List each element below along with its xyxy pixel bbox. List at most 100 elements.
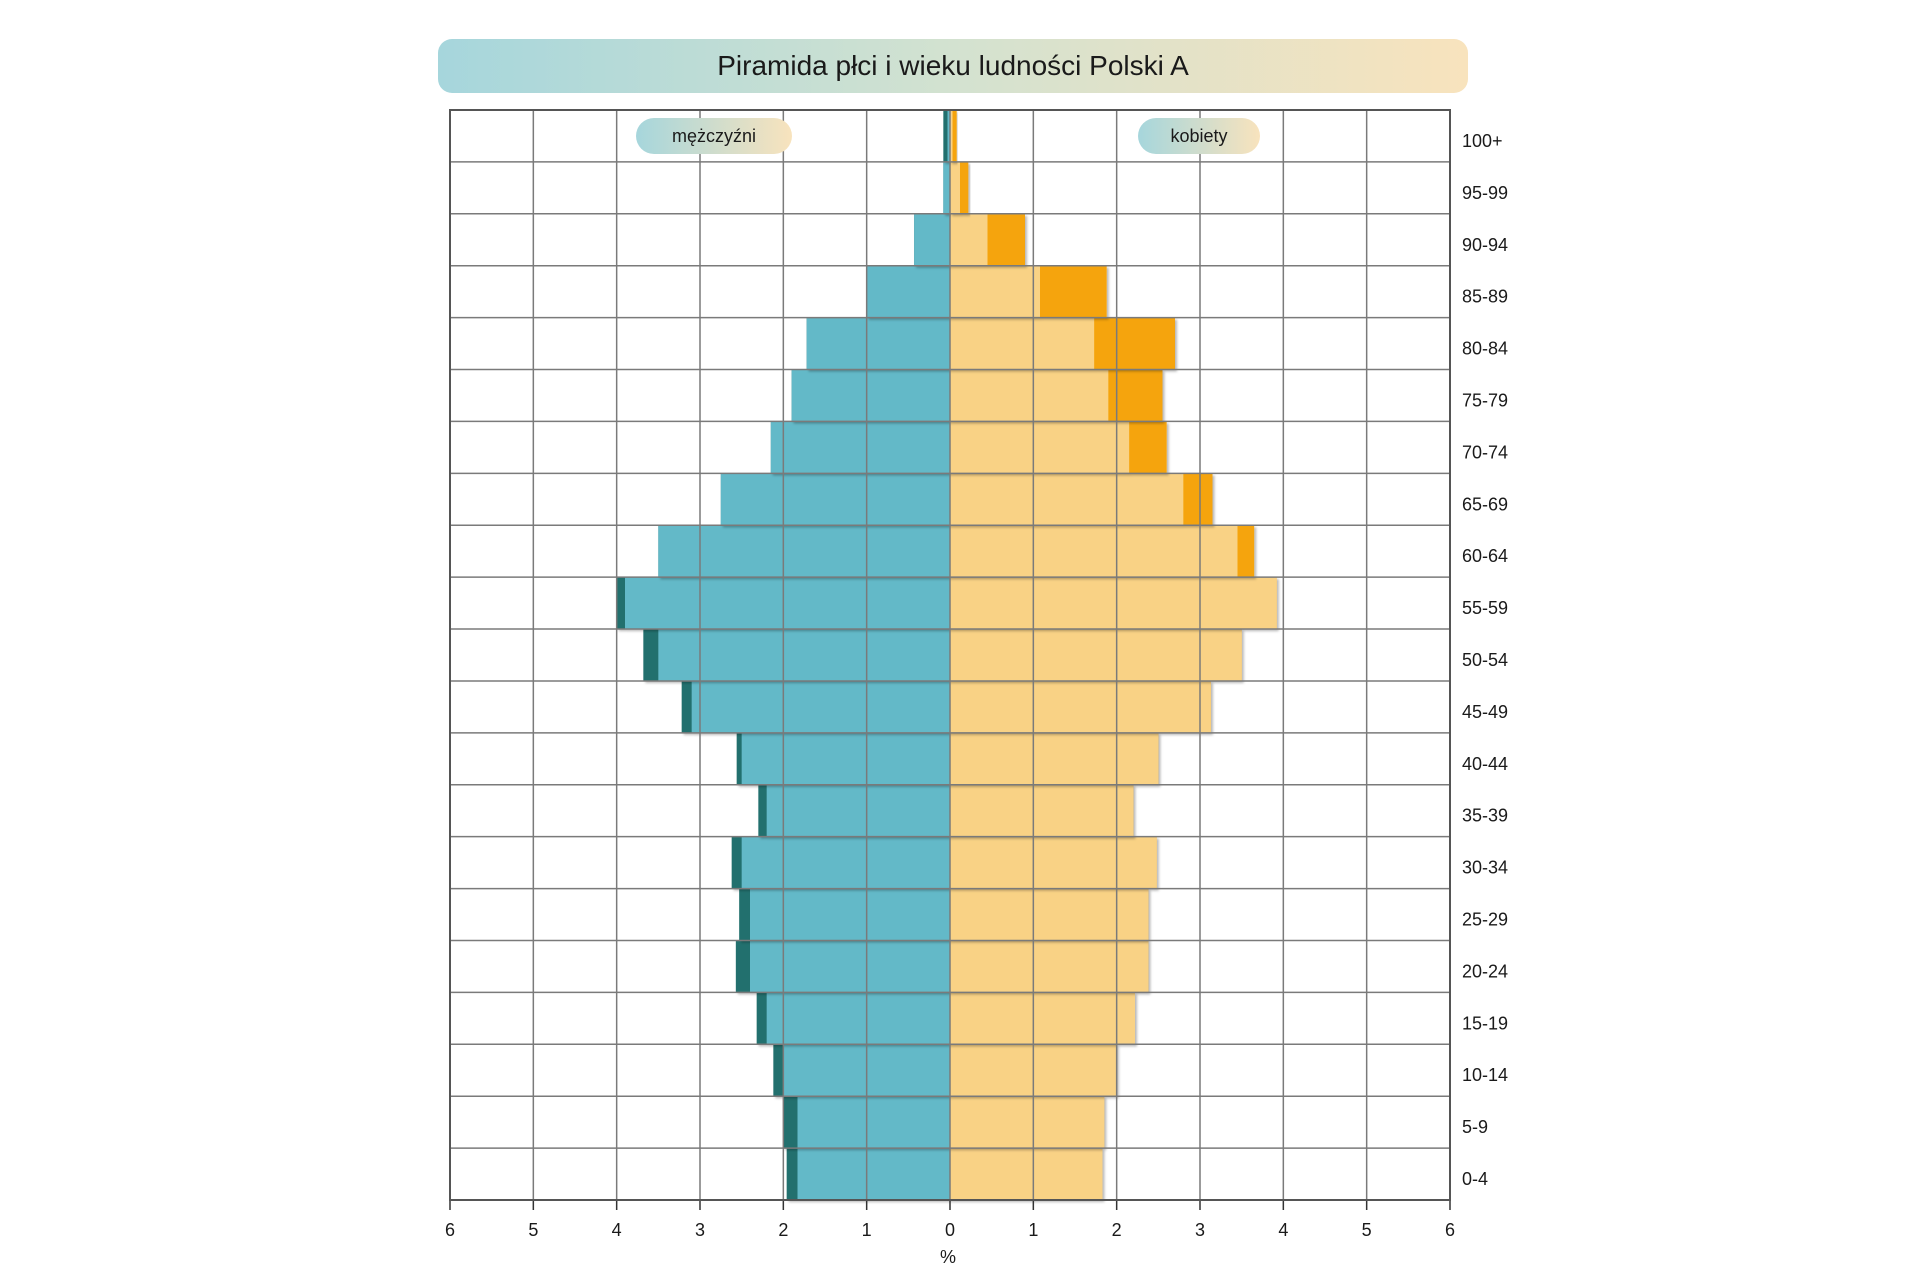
bar-excess-male-100+: [943, 110, 950, 162]
bar-female-90-94: [950, 213, 988, 266]
bar-group-right-30-34: [950, 836, 1157, 889]
age-group-label: 100+: [1462, 131, 1503, 151]
bar-male-70-74: [770, 421, 950, 474]
bar-group-right-80-84: [950, 317, 1175, 370]
bar-group-left-80-84: [806, 317, 950, 370]
bar-female-70-74: [950, 421, 1130, 474]
age-group-label: 85-89: [1462, 287, 1508, 307]
x-tick-label: 3: [1195, 1220, 1205, 1240]
bar-female-20-24: [950, 940, 1149, 993]
age-group-label: 70-74: [1462, 442, 1508, 462]
x-tick-label: 5: [1362, 1220, 1372, 1240]
bar-group-left-70-74: [770, 421, 950, 474]
bar-male-0-4: [797, 1148, 950, 1200]
age-group-label: 5-9: [1462, 1117, 1488, 1137]
legend-female-label: kobiety: [1170, 126, 1227, 146]
bar-male-25-29: [750, 888, 950, 941]
bar-male-60-64: [658, 525, 950, 578]
bar-female-65-69: [950, 473, 1184, 526]
bar-male-90-94: [914, 213, 950, 266]
x-tick-label: 4: [612, 1220, 622, 1240]
x-tick-label: 0: [945, 1220, 955, 1240]
bar-female-85-89: [950, 265, 1040, 318]
bar-group-left-50-54: [643, 629, 950, 681]
bar-group-right-90-94: [950, 213, 1025, 266]
bar-group-left-30-34: [731, 836, 950, 889]
age-group-label: 80-84: [1462, 339, 1508, 359]
bar-male-85-89: [866, 265, 950, 318]
bar-group-left-25-29: [739, 888, 950, 941]
bar-female-40-44: [950, 732, 1159, 785]
bar-male-95-99: [943, 161, 950, 214]
grid-layer: [449, 109, 1451, 1210]
x-tick-label: 2: [1112, 1220, 1122, 1240]
bar-group-right-45-49: [950, 680, 1211, 733]
bar-female-45-49: [950, 680, 1211, 733]
age-group-label: 0-4: [1462, 1169, 1488, 1189]
age-group-label: 95-99: [1462, 183, 1508, 203]
bar-group-left-60-64: [658, 525, 950, 578]
bar-male-55-59: [625, 577, 950, 630]
bar-group-left-15-19: [756, 992, 950, 1045]
legend: mężczyźni kobiety: [636, 118, 1260, 154]
bar-group-right-70-74: [950, 421, 1167, 474]
age-group-label: 60-64: [1462, 546, 1508, 566]
bar-group-left-0-4: [786, 1148, 950, 1200]
x-axis-label: %: [940, 1247, 956, 1267]
bar-group-left-95-99: [943, 161, 950, 214]
x-tick-label: 2: [778, 1220, 788, 1240]
age-group-label: 30-34: [1462, 858, 1508, 878]
bar-group-right-15-19: [950, 992, 1135, 1045]
bar-group-right-5-9: [950, 1096, 1105, 1149]
age-group-label: 45-49: [1462, 702, 1508, 722]
age-group-label: 65-69: [1462, 494, 1508, 514]
x-tick-label: 3: [695, 1220, 705, 1240]
x-tick-label: 6: [445, 1220, 455, 1240]
bar-group-right-40-44: [950, 732, 1159, 785]
x-tick-label: 5: [528, 1220, 538, 1240]
x-tick-label: 1: [862, 1220, 872, 1240]
bar-male-35-39: [766, 784, 950, 837]
bar-female-75-79: [950, 369, 1109, 422]
chart-title: Piramida płci i wieku ludności Polski A: [717, 50, 1189, 81]
bar-group-right-95-99: [950, 161, 969, 214]
bar-female-15-19: [950, 992, 1135, 1045]
bar-female-80-84: [950, 317, 1095, 370]
bar-female-0-4: [950, 1148, 1103, 1200]
age-group-label: 55-59: [1462, 598, 1508, 618]
bar-group-left-100+: [943, 110, 950, 162]
bar-male-20-24: [750, 940, 950, 993]
age-group-label: 25-29: [1462, 910, 1508, 930]
bar-group-left-20-24: [735, 940, 950, 993]
bar-female-55-59: [950, 577, 1277, 630]
bar-female-95-99: [950, 161, 960, 214]
bar-female-30-34: [950, 836, 1157, 889]
x-tick-label: 6: [1445, 1220, 1455, 1240]
bar-female-5-9: [950, 1096, 1105, 1149]
labels-layer: 6 5 4 3 2 1 0 1 2 3 4 5 6 0-4 5-9 10-14 15-19 20-24 25-29 3…: [445, 131, 1508, 1240]
age-group-label: 75-79: [1462, 390, 1508, 410]
bar-male-40-44: [741, 732, 950, 785]
bar-group-right-75-79: [950, 369, 1163, 422]
legend-male-pill: [636, 118, 792, 154]
legend-female-pill: [1138, 118, 1260, 154]
bar-group-right-0-4: [950, 1148, 1103, 1200]
chart-title-bar: Piramida płci i wieku ludności Polski A: [438, 39, 1468, 93]
bar-group-right-85-89: [950, 265, 1107, 318]
bar-group-left-10-14: [773, 1044, 950, 1097]
x-tick-label: 4: [1278, 1220, 1288, 1240]
plot-frame: [449, 109, 1451, 1201]
bar-male-80-84: [806, 317, 950, 370]
bar-group-right-100+: [950, 110, 957, 162]
bar-group-right-60-64: [950, 525, 1255, 578]
bar-male-50-54: [658, 629, 950, 681]
bar-group-left-65-69: [720, 473, 950, 526]
bar-group-left-40-44: [736, 732, 950, 785]
bar-group-right-20-24: [950, 940, 1149, 993]
bar-group-right-65-69: [950, 473, 1213, 526]
bar-group-left-35-39: [758, 784, 950, 837]
bar-female-100+: [950, 110, 953, 162]
bar-male-75-79: [791, 369, 950, 422]
bar-excess-female-100+: [950, 110, 957, 162]
bar-female-60-64: [950, 525, 1238, 578]
